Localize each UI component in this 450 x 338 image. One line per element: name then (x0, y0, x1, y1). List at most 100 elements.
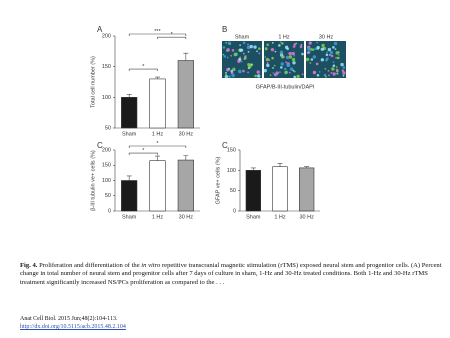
cell (288, 55, 293, 59)
doi-link[interactable]: http://dx.doi.org/10.5115/acb.2015.48.2.… (20, 324, 126, 330)
cell (292, 61, 296, 65)
cell (342, 66, 346, 69)
cell (324, 75, 327, 78)
x-tick-label: Sham (246, 214, 261, 220)
cell (247, 50, 250, 53)
y-tick-label: 200 (102, 147, 111, 153)
cell (248, 64, 252, 69)
bar (149, 160, 166, 212)
cell (274, 50, 277, 53)
cell (242, 52, 245, 55)
significance-bracket (128, 33, 187, 36)
cell (256, 70, 260, 74)
cell (273, 73, 277, 76)
cell (227, 41, 232, 46)
cell (314, 47, 318, 51)
cell (315, 62, 319, 66)
y-tick-label: 100 (102, 95, 111, 101)
cell (330, 71, 333, 74)
image-label: 1 Hz (278, 34, 290, 40)
cell (231, 48, 235, 52)
bar (299, 167, 315, 212)
significance-label: * (171, 32, 174, 38)
cell (332, 64, 336, 68)
cell (316, 41, 319, 44)
y-tick-label: 200 (102, 33, 111, 39)
cell (334, 48, 337, 50)
cell (226, 48, 230, 52)
cell (232, 67, 235, 70)
cell (258, 52, 261, 55)
y-tick-label: 0 (108, 208, 111, 214)
cell (316, 73, 320, 77)
cell (306, 51, 310, 55)
cell (327, 69, 330, 72)
cell (240, 60, 243, 63)
cell (256, 74, 261, 78)
cell (249, 44, 253, 49)
image-label: Sham (235, 34, 250, 40)
cell (307, 47, 311, 51)
cell (224, 74, 229, 79)
y-tick-label: 0 (233, 208, 236, 214)
significance-bracket (128, 152, 158, 156)
cell (280, 66, 283, 69)
significance-bracket (128, 145, 187, 148)
cell (289, 67, 294, 71)
cell (273, 64, 276, 67)
cell (326, 51, 328, 54)
cell (275, 71, 279, 75)
cell (258, 47, 261, 50)
error-bar (183, 52, 189, 61)
cell (293, 75, 297, 79)
cell (269, 74, 272, 77)
cell (239, 48, 243, 52)
significance-label: * (142, 64, 145, 70)
x-tick-label: Sham (122, 131, 137, 137)
cell (296, 74, 300, 79)
cell (318, 70, 321, 73)
cell (335, 68, 339, 72)
cell (293, 54, 296, 57)
cell (336, 72, 339, 75)
cell (320, 47, 325, 51)
cell (288, 51, 292, 56)
cell (265, 57, 270, 62)
x-tick-label: 1 Hz (274, 214, 286, 220)
cell (239, 71, 242, 74)
y-tick-label: 150 (227, 147, 236, 153)
bar (177, 60, 194, 129)
cell (283, 67, 287, 71)
cell (226, 68, 230, 72)
y-tick-label: 50 (105, 193, 111, 199)
cell (254, 74, 257, 78)
cell (264, 56, 267, 58)
cell (336, 56, 340, 60)
cell (327, 47, 332, 52)
y-axis-label: β-III tubulin ve+ cells (%) (90, 150, 96, 211)
image-caption: GFAP/B-III-tubulin/DAPI (256, 84, 315, 90)
y-tick-label: 150 (102, 64, 111, 70)
caption: Fig. 4. Proliferation and differentiatio… (20, 262, 446, 287)
cell (305, 57, 310, 62)
panel-label: A (97, 25, 103, 34)
cell (293, 70, 296, 73)
cell (312, 70, 317, 75)
cell (325, 53, 329, 57)
cell (325, 58, 328, 62)
micrograph (264, 41, 304, 78)
cell (230, 69, 234, 73)
cell (312, 55, 317, 59)
x-tick-label: 30 Hz (179, 131, 194, 137)
panel-label: C (97, 141, 103, 150)
cell (242, 41, 246, 45)
cell (292, 69, 295, 72)
cell (239, 56, 242, 59)
y-tick-label: 100 (227, 168, 236, 174)
cell (278, 44, 281, 47)
cell (231, 73, 235, 78)
error-bar (155, 155, 160, 161)
cell (293, 43, 297, 46)
panel-label: B (222, 25, 227, 34)
cell (288, 71, 291, 74)
